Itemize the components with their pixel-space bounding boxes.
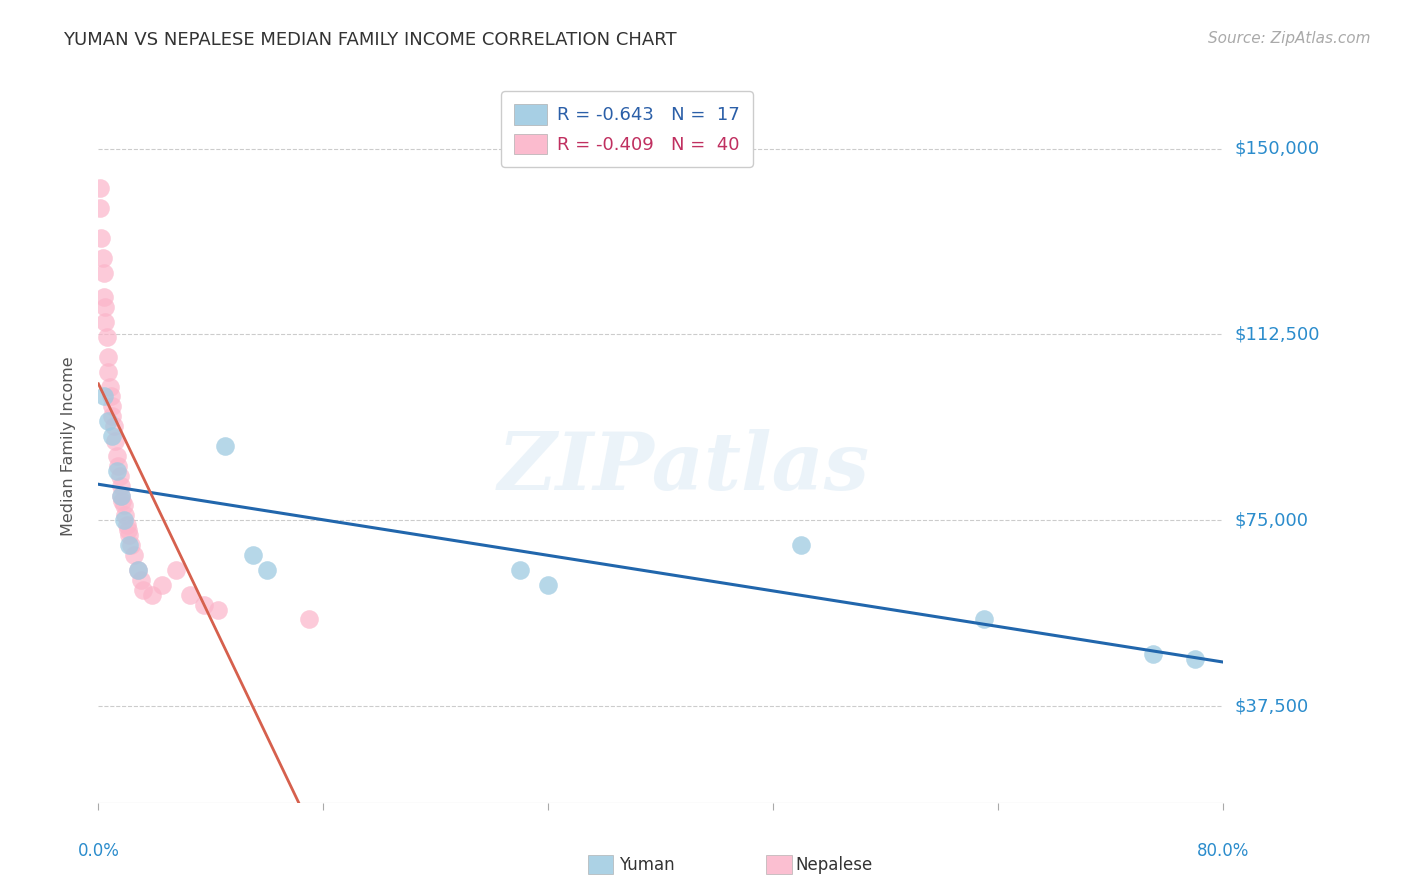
Point: [103, 419, 125, 434]
Point: [114, 508, 136, 523]
Point: [165, 563, 187, 577]
Text: 0.0%: 0.0%: [77, 842, 120, 860]
Point: [93, 290, 115, 304]
Point: [107, 458, 129, 473]
Point: [101, 400, 124, 414]
Legend: R = -0.643   N =  17, R = -0.409   N =  40: R = -0.643 N = 17, R = -0.409 N = 40: [502, 91, 752, 167]
Text: $37,500: $37,500: [1234, 698, 1309, 715]
Point: [105, 449, 128, 463]
Point: [117, 523, 139, 537]
Point: [150, 578, 173, 592]
Point: [105, 464, 128, 478]
Point: [96, 330, 118, 344]
Point: [93, 389, 115, 403]
Point: [112, 513, 135, 527]
Point: [129, 573, 152, 587]
Point: [790, 538, 813, 552]
Point: [97, 350, 120, 364]
Point: [89, 201, 111, 215]
Text: $112,500: $112,500: [1234, 326, 1320, 343]
Point: [132, 582, 155, 597]
Point: [94, 315, 117, 329]
Point: [97, 414, 120, 428]
Point: [110, 489, 132, 503]
Point: [207, 602, 229, 616]
Point: [93, 266, 115, 280]
Point: [120, 538, 142, 552]
Point: [256, 563, 278, 577]
Point: [122, 548, 145, 562]
Point: [118, 528, 141, 542]
Point: [100, 389, 122, 403]
Point: [141, 588, 163, 602]
Point: [94, 300, 117, 314]
Point: [973, 612, 995, 626]
Point: [110, 489, 132, 503]
Point: [108, 468, 131, 483]
Text: $150,000: $150,000: [1234, 140, 1319, 158]
Point: [98, 379, 121, 393]
Point: [89, 181, 111, 195]
Point: [101, 409, 124, 424]
Point: [1184, 652, 1206, 666]
Point: [1142, 647, 1164, 661]
Y-axis label: Median Family Income: Median Family Income: [60, 356, 76, 536]
Text: YUMAN VS NEPALESE MEDIAN FAMILY INCOME CORRELATION CHART: YUMAN VS NEPALESE MEDIAN FAMILY INCOME C…: [63, 31, 676, 49]
Text: Nepalese: Nepalese: [796, 856, 873, 874]
Point: [242, 548, 264, 562]
Point: [104, 434, 127, 448]
Text: 80.0%: 80.0%: [1197, 842, 1250, 860]
Point: [112, 499, 135, 513]
Point: [214, 439, 236, 453]
Point: [101, 429, 124, 443]
Point: [111, 493, 134, 508]
Point: [537, 578, 560, 592]
Point: [298, 612, 321, 626]
Point: [91, 251, 114, 265]
Point: [193, 598, 215, 612]
Text: Yuman: Yuman: [619, 856, 675, 874]
Point: [118, 538, 141, 552]
Point: [90, 231, 112, 245]
Text: Source: ZipAtlas.com: Source: ZipAtlas.com: [1208, 31, 1371, 46]
Point: [97, 365, 120, 379]
Point: [127, 563, 149, 577]
Text: $75,000: $75,000: [1234, 511, 1309, 529]
Point: [509, 563, 531, 577]
Point: [115, 518, 138, 533]
Point: [127, 563, 149, 577]
Point: [179, 588, 201, 602]
Point: [110, 478, 132, 492]
Text: ZIPatlas: ZIPatlas: [498, 429, 869, 506]
